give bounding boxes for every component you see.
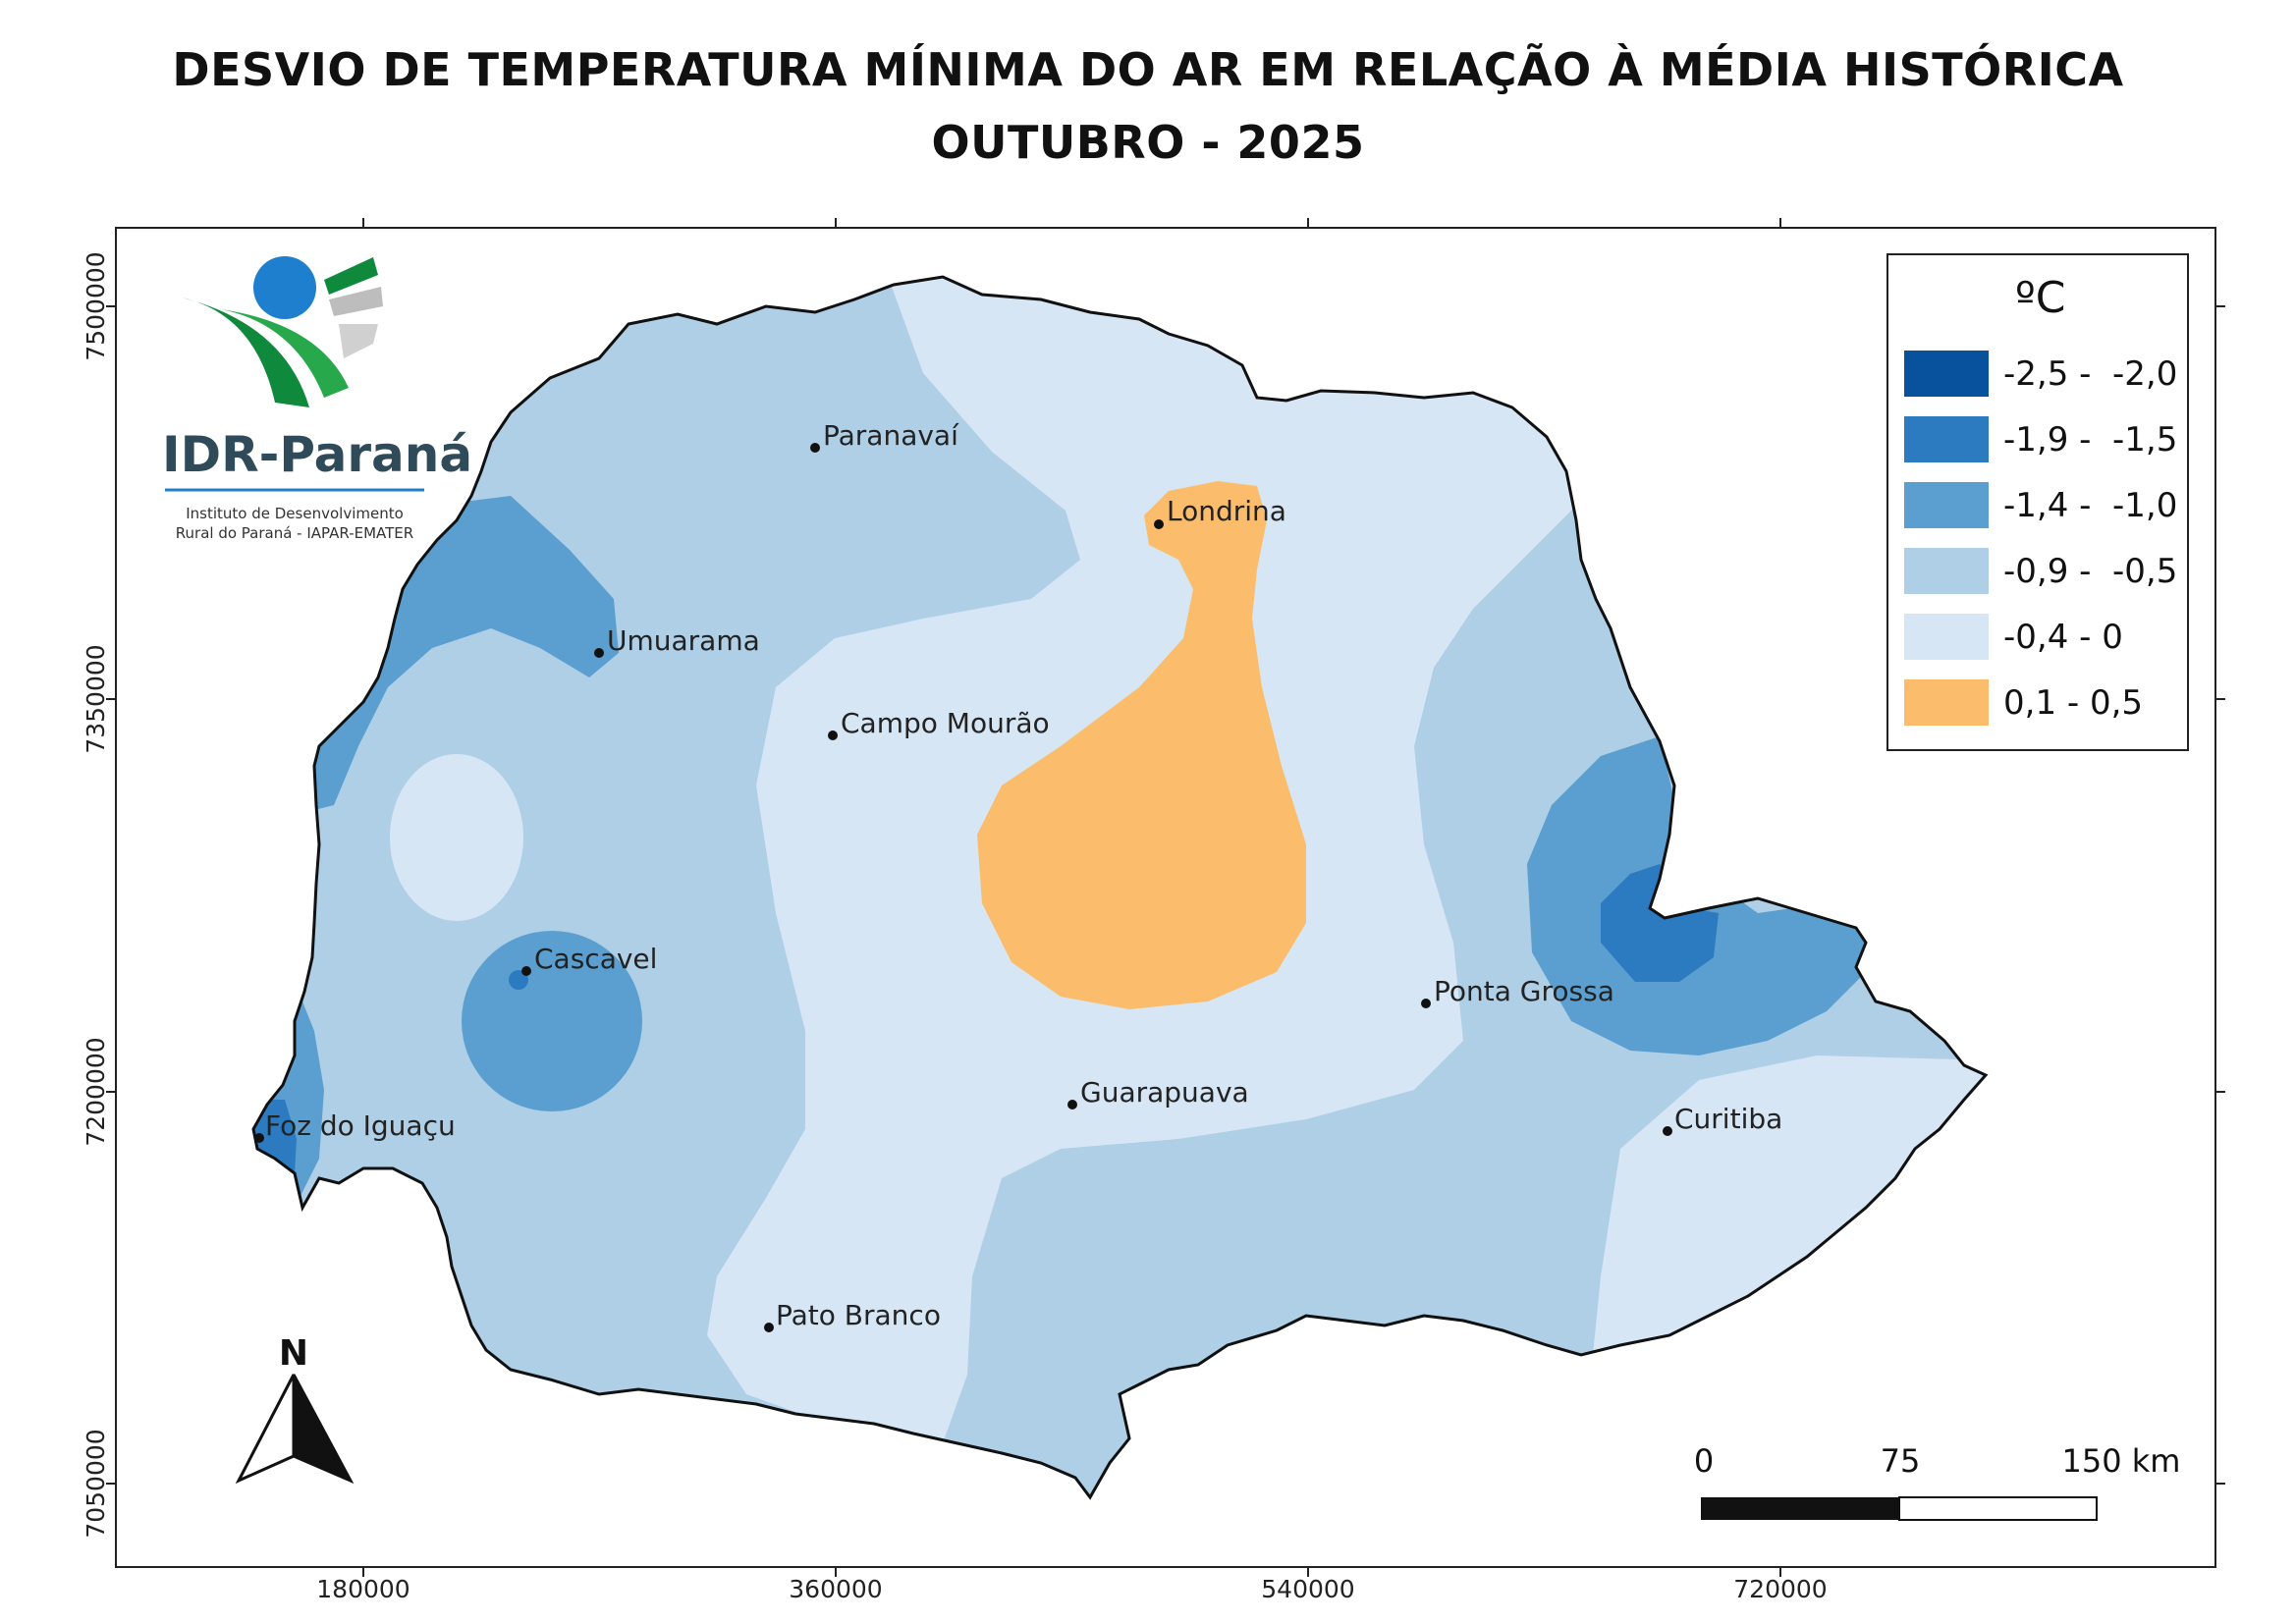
zone-minus-1-4 <box>462 931 642 1111</box>
logo-sun-icon <box>253 256 316 319</box>
city-label: Guarapuava <box>1080 1076 1249 1109</box>
city-marker <box>521 966 531 976</box>
scale-bar: 0 75 150 km <box>1694 1442 2181 1521</box>
city-label: Umuarama <box>607 624 760 657</box>
city-marker <box>594 648 604 658</box>
legend-swatch <box>1904 679 1989 726</box>
legend: ºC -2,5 - -2,0 -1,9 - -1,5 -1,4 - -1,0 -… <box>1886 253 2189 751</box>
legend-swatch <box>1904 482 1989 528</box>
scale-label: 0 <box>1694 1442 1714 1480</box>
north-arrow: N <box>235 1333 355 1485</box>
city-label: Foz do Iguaçu <box>265 1109 456 1142</box>
logo-leaf-icon <box>329 287 383 316</box>
legend-label: -1,4 - -1,0 <box>2003 486 2177 525</box>
city-marker <box>1663 1126 1672 1136</box>
city-marker <box>254 1133 264 1143</box>
scale-label: 150 km <box>2062 1442 2181 1480</box>
x-tick-label: 360000 <box>789 1575 882 1603</box>
north-label: N <box>279 1333 308 1374</box>
map-subtitle: OUTUBRO - 2025 <box>931 116 1365 169</box>
city-label: Curitiba <box>1674 1103 1782 1135</box>
city-label: Cascavel <box>534 943 657 975</box>
logo-leaf-icon <box>339 324 378 358</box>
y-tick-label: 7200000 <box>82 1037 110 1146</box>
legend-swatch <box>1904 351 1989 397</box>
city-marker <box>1067 1100 1077 1109</box>
logo-leaf-icon <box>182 298 309 407</box>
city-marker <box>810 443 820 453</box>
logo-subtitle: Rural do Paraná - IAPAR-EMATER <box>176 524 413 542</box>
city-label: Campo Mourão <box>841 707 1050 739</box>
y-tick-label: 7500000 <box>82 251 110 360</box>
x-tick-label: 540000 <box>1261 1575 1354 1603</box>
zone-minus-1-9 <box>1601 864 1719 982</box>
city-marker <box>828 730 838 740</box>
idr-parana-logo: IDR-Paraná Instituto de Desenvolvimento … <box>162 256 472 542</box>
x-tick-label: 180000 <box>316 1575 410 1603</box>
city-marker <box>1154 519 1164 529</box>
y-tick-label: 7050000 <box>82 1429 110 1538</box>
city-marker <box>1421 999 1431 1008</box>
scale-segment <box>1701 1497 1899 1520</box>
legend-label: 0,1 - 0,5 <box>2003 683 2143 723</box>
legend-swatch <box>1904 614 1989 660</box>
zone-plus-0-1 <box>977 481 1306 1009</box>
axis-ticks <box>106 218 2225 1577</box>
city-markers: Paranavaí Londrina Umuarama Campo Mourão… <box>254 419 1782 1332</box>
legend-label: -1,9 - -1,5 <box>2003 420 2177 460</box>
legend-swatch <box>1904 416 1989 462</box>
city-label: Paranavaí <box>823 419 959 452</box>
city-marker <box>764 1323 774 1332</box>
logo-leaf-icon <box>324 257 378 295</box>
city-label: Londrina <box>1167 495 1286 527</box>
legend-swatch <box>1904 548 1989 594</box>
city-label: Pato Branco <box>776 1299 941 1331</box>
x-tick-label: 720000 <box>1733 1575 1827 1603</box>
logo-leaf-icon <box>221 309 349 398</box>
legend-label: -0,9 - -0,5 <box>2003 552 2177 591</box>
logo-name: IDR-Paraná <box>162 426 472 483</box>
scale-label: 75 <box>1881 1442 1921 1480</box>
north-arrow-icon <box>292 1374 355 1485</box>
legend-label: -2,5 - -2,0 <box>2003 354 2177 394</box>
logo-subtitle: Instituto de Desenvolvimento <box>186 505 404 522</box>
y-tick-label: 7350000 <box>82 644 110 753</box>
zone-minus-0-4 <box>390 754 523 921</box>
legend-unit: ºC <box>2015 273 2065 323</box>
map-title: DESVIO DE TEMPERATURA MÍNIMA DO AR EM RE… <box>172 43 2124 96</box>
scale-segment <box>1898 1496 2098 1521</box>
city-label: Ponta Grossa <box>1434 975 1614 1007</box>
legend-label: -0,4 - 0 <box>2003 618 2123 657</box>
